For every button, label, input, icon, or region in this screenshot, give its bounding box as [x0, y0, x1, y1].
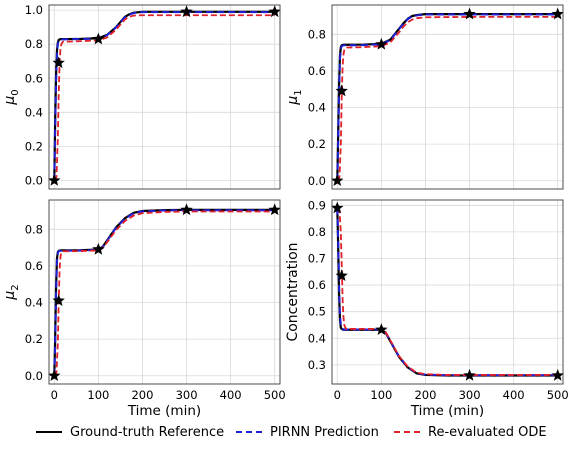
x-tick-label: 400 — [220, 388, 242, 402]
x-tick-label: 400 — [503, 388, 525, 402]
data-point-star — [92, 32, 105, 45]
data-point-star — [551, 368, 564, 381]
data-point-star — [463, 7, 476, 20]
series-line-pirnn — [53, 11, 275, 181]
y-tick-label: 0.2 — [308, 137, 326, 151]
series-line-ode — [336, 15, 558, 182]
series-line-pirnn — [53, 209, 275, 376]
y-tick-label: 0.0 — [308, 174, 326, 188]
y-tick-label: 0.6 — [308, 64, 326, 78]
x-tick-label: 100 — [87, 388, 109, 402]
x-tick-label: 300 — [176, 388, 198, 402]
y-axis-label-subscript: 2 — [10, 284, 21, 290]
legend-item-pirnn: PIRNN Prediction — [236, 418, 379, 446]
data-point-star — [180, 5, 193, 18]
y-tick-label: 0.6 — [308, 278, 326, 292]
data-point-star — [52, 56, 65, 69]
y-axis-label: Concentration — [285, 242, 301, 341]
series-line-pirnn — [336, 13, 558, 181]
chart-panel-4: 0.3 0.4 0.5 0.6 0.7 0.8 0.9 0 100 200 300 400 500 Tim… — [285, 198, 569, 418]
data-point-star — [268, 203, 281, 216]
series-line-ground-truth — [53, 208, 275, 376]
y-axis-label-subscript: 1 — [293, 89, 304, 95]
x-axis-label: Time (min) — [127, 403, 201, 418]
y-axis-label-subscript: 0 — [10, 89, 21, 95]
x-tick-label: 100 — [370, 388, 392, 402]
legend-item-ode: Re-evaluated ODE — [394, 418, 547, 446]
x-axis-label: Time (min) — [410, 403, 484, 418]
y-tick-label: 0.5 — [308, 305, 326, 319]
series-line-ground-truth — [336, 207, 558, 377]
x-tick-label: 0 — [51, 388, 58, 402]
y-tick-label: 0.9 — [308, 198, 326, 212]
data-point-star — [375, 323, 388, 336]
plot-area — [53, 208, 275, 377]
data-point-star — [375, 37, 388, 50]
legend-swatch-pirnn — [236, 431, 262, 433]
legend: Ground-truth Reference PIRNN Prediction … — [0, 418, 569, 448]
y-tick-label: 0.2 — [25, 332, 43, 346]
data-point-star — [48, 369, 61, 382]
x-tick-label: 300 — [459, 388, 481, 402]
series-line-ode — [53, 210, 275, 377]
plot-frame — [331, 4, 564, 190]
x-tick-label: 500 — [264, 388, 286, 402]
plot-frame — [48, 4, 281, 190]
plot-area — [336, 207, 558, 377]
chart-panel-3: 0.0 0.2 0.4 0.6 0.8 0 100 200 300 400 500 Time (min… — [2, 199, 286, 418]
y-tick-label: 0.0 — [25, 173, 43, 187]
series-line-ground-truth — [53, 10, 275, 181]
legend-swatch-ode — [394, 431, 420, 433]
y-tick-label: 0.4 — [25, 296, 43, 310]
legend-label-pirnn: PIRNN Prediction — [270, 424, 379, 440]
y-axis-label: μ1 — [285, 89, 304, 105]
series-line-ode — [336, 207, 558, 376]
y-tick-label: 0.4 — [25, 105, 43, 119]
y-tick-label: 0.8 — [25, 222, 43, 236]
data-point-star — [335, 269, 348, 282]
legend-swatch-ground-truth — [36, 431, 62, 433]
plot-frame — [331, 199, 564, 385]
data-point-star — [268, 5, 281, 18]
y-tick-label: 0.4 — [308, 101, 326, 115]
series-line-pirnn — [336, 207, 558, 377]
data-point-star — [180, 203, 193, 216]
legend-label-ground-truth: Ground-truth Reference — [70, 424, 225, 440]
x-tick-label: 0 — [334, 388, 341, 402]
y-tick-label: 0.7 — [308, 251, 326, 265]
chart-panel-1: 0.0 0.2 0.4 0.6 0.8 1.0 μ0 — [2, 3, 281, 190]
y-tick-label: 0.8 — [308, 225, 326, 239]
series-line-ground-truth — [336, 13, 558, 181]
y-tick-label: 0.6 — [25, 259, 43, 273]
legend-item-ground-truth: Ground-truth Reference — [36, 418, 224, 446]
chart-panel-2: 0.0 0.2 0.4 0.6 0.8 μ1 — [285, 4, 564, 190]
y-axis-label: μ2 — [2, 284, 21, 300]
figure: 0.00.20.40.60.81.0μ00.00.20.40.60.8μ10.0… — [2, 3, 569, 418]
y-axis-label: μ0 — [2, 89, 21, 105]
x-tick-label: 500 — [547, 388, 569, 402]
y-tick-label: 0.8 — [25, 37, 43, 51]
y-tick-label: 0.8 — [308, 27, 326, 41]
data-point-star — [52, 294, 65, 306]
y-tick-label: 0.2 — [25, 139, 43, 153]
series-line-ode — [53, 14, 275, 181]
y-tick-label: 0.3 — [308, 358, 326, 372]
data-point-star — [551, 7, 564, 20]
legend-label-ode: Re-evaluated ODE — [428, 424, 547, 440]
data-point-star — [92, 242, 105, 255]
data-point-star — [331, 174, 344, 187]
data-point-star — [463, 368, 476, 381]
plot-area — [53, 10, 275, 181]
y-tick-label: 1.0 — [25, 3, 43, 17]
y-tick-label: 0.0 — [25, 369, 43, 383]
data-point-star — [331, 201, 344, 214]
plot-area — [336, 13, 558, 182]
x-tick-label: 200 — [414, 388, 436, 402]
x-tick-label: 200 — [131, 388, 153, 402]
data-point-star — [48, 173, 61, 186]
y-tick-label: 0.4 — [308, 331, 326, 345]
data-point-star — [335, 84, 348, 97]
plot-frame — [48, 199, 281, 385]
y-tick-label: 0.6 — [25, 71, 43, 85]
